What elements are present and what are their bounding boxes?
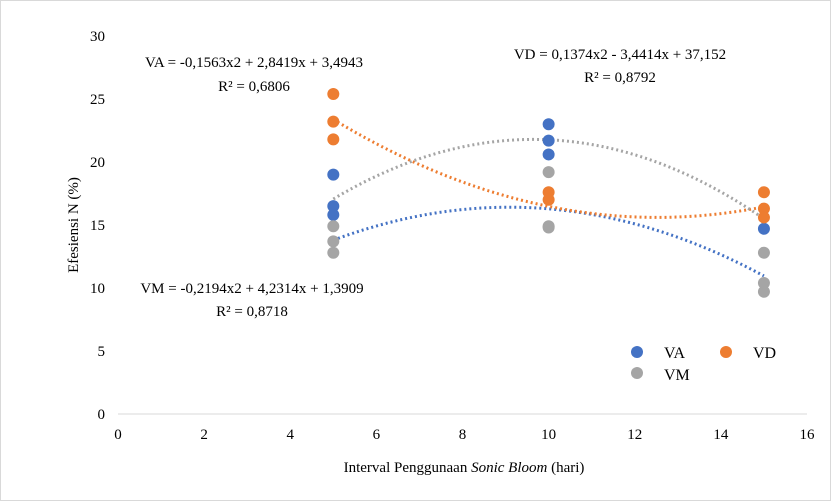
y-tick-label: 20 [90,155,105,171]
equation-va: VA = -0,1563x2 + 2,8419x + 3,4943 [145,55,363,71]
data-point-vd [327,87,340,100]
y-tick-label: 25 [90,92,105,108]
x-axis-title-italic: Sonic Bloom [471,460,547,476]
y-axis-title: Efesiensi N (%) [66,177,82,273]
data-point-vd [757,186,770,199]
x-axis-title-suffix: (hari) [547,460,584,476]
data-point-vm [757,285,770,298]
data-point-vd [757,211,770,224]
x-tick-label: 6 [373,427,381,443]
data-point-vd [757,202,770,215]
legend-marker-va [631,346,643,358]
legend-label-vm: VM [664,367,690,384]
equation-vd: VD = 0,1374x2 - 3,4414x + 37,152 [514,47,726,63]
x-tick-label: 4 [287,427,295,443]
data-points [327,87,770,298]
legend-label-vd: VD [753,345,776,362]
data-point-va [542,148,555,161]
x-axis-title-prefix: Interval Penggunaan [344,460,471,476]
r2-vm: R² = 0,8718 [216,304,288,320]
data-point-va [327,208,340,221]
data-point-va [542,118,555,131]
data-point-va [327,168,340,181]
data-point-vd [542,193,555,206]
data-point-vd [327,133,340,146]
legend-marker-vd [720,346,732,358]
r2-vd: R² = 0,8792 [584,70,656,86]
x-tick-label: 0 [114,427,122,443]
data-point-vm [757,276,770,289]
trendline-vd [332,118,765,219]
trendline-va [332,205,765,278]
data-point-vm [542,166,555,179]
legend: VA VD VM [631,345,776,384]
data-point-vm [542,221,555,234]
data-point-vd [327,115,340,128]
data-point-vm [757,246,770,259]
y-tick-label: 5 [98,344,106,360]
y-tick-label: 30 [90,29,105,45]
data-point-va [757,222,770,235]
y-tick-label: 0 [98,407,106,423]
legend-label-va: VA [664,345,685,362]
x-tick-label: 10 [541,427,556,443]
y-tick-label: 15 [90,218,105,234]
x-tick-label: 14 [713,427,729,443]
y-tick-label: 10 [90,281,105,297]
x-axis-title: Interval Penggunaan Sonic Bloom (hari) [344,460,585,476]
axes: 0 2 4 6 8 10 12 14 16 0 5 10 15 20 25 30 [90,29,815,443]
data-point-vm [327,235,340,248]
data-point-vm [327,246,340,259]
x-tick-label: 8 [459,427,467,443]
x-tick-label: 12 [627,427,642,443]
data-point-va [327,200,340,213]
legend-marker-vm [631,367,643,379]
equation-vm: VM = -0,2194x2 + 4,2314x + 1,3909 [140,281,363,297]
r2-va: R² = 0,6806 [218,79,290,95]
x-tick-label: 16 [800,427,816,443]
x-tick-label: 2 [200,427,208,443]
data-point-vm [327,220,340,233]
data-point-va [542,134,555,147]
